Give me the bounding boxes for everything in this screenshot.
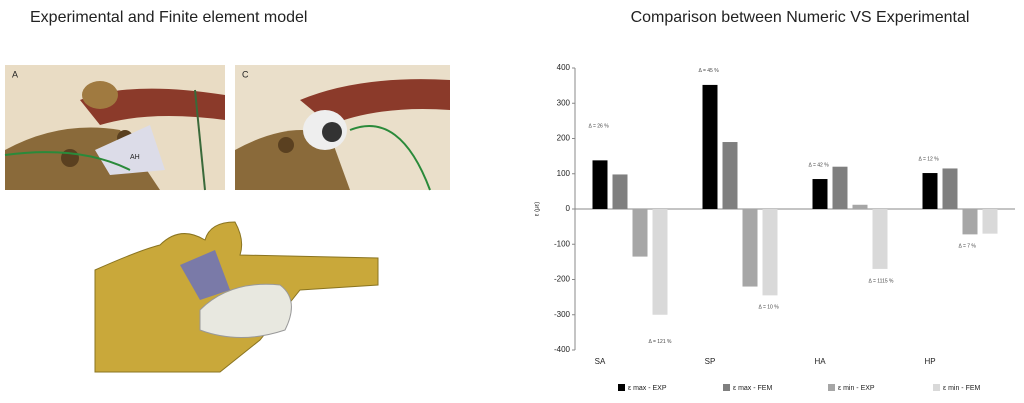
x-tick-label: HP xyxy=(924,357,935,366)
bar xyxy=(983,209,998,234)
bar xyxy=(813,179,828,209)
y-tick-label: -100 xyxy=(554,239,571,248)
bar xyxy=(723,142,738,209)
photo-c: C xyxy=(235,65,450,190)
annotation: Δ = 12 % xyxy=(919,156,940,162)
left-title: Experimental and Finite element model xyxy=(30,9,307,26)
annotation: Δ = 1115 % xyxy=(869,278,895,284)
legend-label: ε min - EXP xyxy=(838,385,875,392)
y-tick-label: 200 xyxy=(557,134,571,143)
annotation: Δ = 42 % xyxy=(809,162,830,168)
annotation: Δ = 121 % xyxy=(649,339,672,345)
bar xyxy=(763,209,778,295)
legend-label: ε max - FEM xyxy=(733,385,772,392)
bar xyxy=(593,160,608,209)
legend-label: ε max - EXP xyxy=(628,385,667,392)
y-tick-label: -200 xyxy=(554,275,571,284)
bar xyxy=(943,168,958,209)
y-tick-label: 100 xyxy=(557,169,571,178)
bar xyxy=(873,209,888,269)
y-tick-label: -300 xyxy=(554,310,571,319)
x-tick-label: SA xyxy=(595,357,606,366)
y-tick-label: -400 xyxy=(554,345,571,354)
bar xyxy=(853,205,868,209)
annotation: Δ = 26 % xyxy=(589,124,610,130)
chart-title: Comparison between Numeric VS Experiment… xyxy=(631,9,970,26)
bar xyxy=(833,167,848,209)
y-tick-label: 400 xyxy=(557,63,571,72)
panel-label: C xyxy=(242,69,249,79)
annotation: Δ = 45 % xyxy=(699,68,720,74)
legend-label: ε min - FEM xyxy=(943,385,981,392)
annotation: Δ = 7 % xyxy=(959,244,977,250)
panel-label: A xyxy=(12,69,18,79)
x-tick-label: HA xyxy=(814,357,826,366)
bar xyxy=(703,85,718,209)
annotation: Δ = 10 % xyxy=(759,305,780,311)
y-axis-label: ε (με) xyxy=(535,202,541,216)
fe-model xyxy=(95,222,378,372)
bar xyxy=(653,209,668,315)
y-tick-label: 300 xyxy=(557,98,571,107)
legend-swatch xyxy=(723,384,730,391)
bar xyxy=(923,173,938,209)
bar xyxy=(633,209,648,257)
photo-a: A AH xyxy=(5,65,225,190)
legend-swatch xyxy=(933,384,940,391)
figure: Experimental and Finite element model A … xyxy=(0,0,1024,403)
legend-swatch xyxy=(828,384,835,391)
bar xyxy=(613,174,628,209)
y-tick-label: 0 xyxy=(566,204,571,213)
x-tick-label: SP xyxy=(705,357,716,366)
bar xyxy=(743,209,758,287)
legend-swatch xyxy=(618,384,625,391)
bar xyxy=(963,209,978,234)
photo-text: AH xyxy=(130,154,140,161)
